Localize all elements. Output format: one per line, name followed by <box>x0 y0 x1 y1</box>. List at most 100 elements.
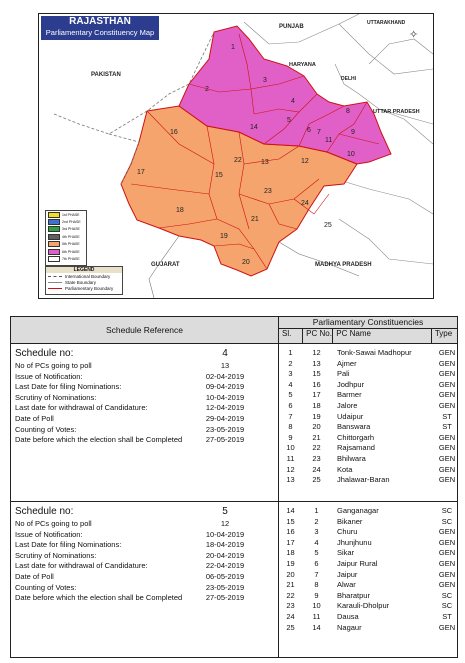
pc-number: 16 <box>312 379 321 389</box>
pc-row: 22 9 Bharatpur SC <box>279 591 457 602</box>
field-label: Scrutiny of Nominations: <box>15 392 97 402</box>
pc-label: 7 <box>317 129 321 136</box>
legend-label: International Boundary <box>65 273 111 279</box>
pc-name: Jhalawar-Baran <box>337 475 390 485</box>
pc-label: 20 <box>242 259 250 266</box>
pc-sl: 9 <box>288 432 293 442</box>
field-value: 27-05-2019 <box>205 435 245 445</box>
phase-legend-row: 3rd PHASE <box>46 226 86 233</box>
pc-label: 12 <box>301 158 309 165</box>
legend-row: State Boundary <box>46 279 122 285</box>
pc-name: Barmer <box>337 390 362 400</box>
pc-type: ST <box>442 411 452 421</box>
pc-sl: 4 <box>288 379 293 389</box>
pc-row: 10 22 Rajsamand GEN <box>279 443 457 454</box>
field-label: Date of Poll <box>15 413 54 423</box>
schedule-number: 4 <box>222 348 228 359</box>
pc-number: 21 <box>312 432 321 442</box>
schedule-field: Date of Poll 29-04-2019 <box>15 414 274 425</box>
schedule-field: No of PCs going to poll 13 <box>15 361 274 372</box>
label-madhya-pradesh: MADHYA PRADESH <box>315 262 372 268</box>
pc-type: GEN <box>438 443 456 453</box>
schedule-row: Schedule no: 4 No of PCs going to poll 13 Is… <box>10 343 458 502</box>
pc-name: Karauli-Dholpur <box>337 601 390 611</box>
pc-number: 24 <box>312 464 321 474</box>
schedule-field: Last date for withdrawal of Candidature:… <box>15 403 274 414</box>
pc-name: Jaipur Rural <box>337 558 378 568</box>
pc-name: Jaipur <box>337 569 358 579</box>
pc-type: GEN <box>438 580 456 590</box>
pc-row: 7 19 Udaipur ST <box>279 412 457 423</box>
field-label: Issue of Notification: <box>15 529 83 539</box>
pc-label: 24 <box>301 200 309 207</box>
phase-legend: 1st PHASE 2nd PHASE 3rd PHASE 4th PHASE … <box>45 210 87 266</box>
schedule-field: No of PCs going to poll 12 <box>15 519 274 530</box>
phase-label: 5th PHASE <box>62 242 80 247</box>
field-label: Last date for withdrawal of Candidature: <box>15 403 148 413</box>
pc-label: 4 <box>291 98 295 105</box>
pc-type: ST <box>442 611 452 621</box>
phase-legend-row: 7th PHASE <box>46 255 86 263</box>
label-haryana: HARYANA <box>289 62 316 68</box>
field-value: 06-05-2019 <box>205 571 245 581</box>
pc-type: GEN <box>438 358 456 368</box>
pc-sl: 7 <box>288 411 293 421</box>
pc-type: GEN <box>438 369 456 379</box>
pc-number: 17 <box>312 390 321 400</box>
map-subtitle: Parliamentary Constituency Map <box>45 28 155 37</box>
international-boundary-west <box>53 31 215 135</box>
pc-name: Bhilwara <box>337 453 366 463</box>
pc-row: 4 16 Jodhpur GEN <box>279 380 457 391</box>
pc-number: 11 <box>312 611 321 621</box>
pc-number: 19 <box>312 411 321 421</box>
map-drawing <box>53 14 433 298</box>
legend-row: Parliamentary Boundary <box>46 285 122 291</box>
pc-number: 7 <box>314 569 319 579</box>
schedule-field: Counting of Votes: 23-05-2019 <box>15 583 274 594</box>
field-label: No of PCs going to poll <box>15 519 92 528</box>
pc-row: 21 8 Alwar GEN <box>279 580 457 591</box>
pc-label: 1 <box>231 44 235 51</box>
pc-sl: 22 <box>286 590 295 600</box>
phase-label: 7th PHASE <box>62 257 80 262</box>
pc-label: 18 <box>176 207 184 214</box>
pc-type: GEN <box>438 432 456 442</box>
pc-label: 16 <box>170 129 178 136</box>
pc-row: 11 23 Bhilwara GEN <box>279 454 457 465</box>
pc-number: 20 <box>312 422 321 432</box>
pc-number: 9 <box>314 590 319 600</box>
pc-name: Pali <box>337 369 350 379</box>
pc-label: 14 <box>250 124 258 131</box>
pc-number: 18 <box>312 400 321 410</box>
field-label: Scrutiny of Nominations: <box>15 550 97 560</box>
schedule-pcs: 1 12 Tonk-Sawai Madhopur GEN 2 13 Ajmer GEN 3 15 P… <box>278 343 458 502</box>
pc-row: 13 25 Jhalawar-Baran GEN <box>279 475 457 486</box>
pc-row: 18 5 Sikar GEN <box>279 548 457 559</box>
pc-name: Churu <box>337 527 358 537</box>
phase-swatch <box>48 248 60 255</box>
label-delhi: DELHI <box>341 76 356 82</box>
pc-row: 3 15 Pali GEN <box>279 369 457 380</box>
schedule-field: Scrutiny of Nominations: 10-04-2019 <box>15 393 274 404</box>
pc-number: 4 <box>314 537 319 547</box>
pc-sl: 11 <box>286 453 295 463</box>
field-value: 23-05-2019 <box>205 424 245 434</box>
state-boundary-south <box>148 235 180 298</box>
pc-sl: 17 <box>286 537 295 547</box>
pc-sl: 3 <box>288 369 293 379</box>
pc-row: 12 24 Kota GEN <box>279 465 457 476</box>
phase-swatch <box>48 211 60 218</box>
pc-number: 14 <box>312 622 321 632</box>
label-pakistan: PAKISTAN <box>91 72 121 78</box>
schedule-field: Counting of Votes: 23-05-2019 <box>15 425 274 436</box>
phase-label: 3rd PHASE <box>62 227 80 232</box>
pc-name: Jhunjhunu <box>337 537 372 547</box>
schedule-label: Schedule no: <box>15 506 74 517</box>
schedule-details: Schedule no: 5 No of PCs going to poll 12 Is… <box>10 501 279 658</box>
pc-number: 10 <box>312 601 321 611</box>
pc-type: GEN <box>438 537 456 547</box>
legend-line <box>48 281 62 283</box>
pc-name: Ajmer <box>337 358 357 368</box>
pc-sl: 19 <box>286 558 295 568</box>
label-gujarat: GUJARAT <box>151 262 180 268</box>
